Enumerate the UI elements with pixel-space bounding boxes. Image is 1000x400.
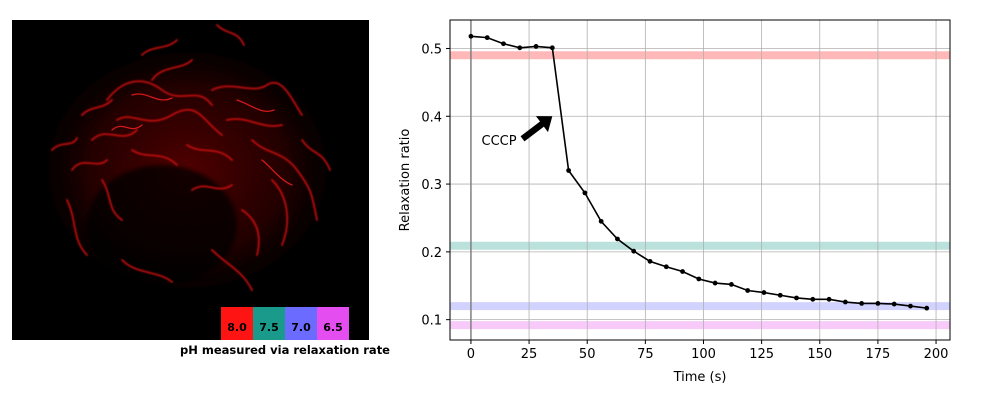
annotation-label: CCCP bbox=[482, 134, 517, 149]
x-tick-label: 200 bbox=[924, 347, 949, 362]
x-tick-label: 100 bbox=[691, 347, 716, 362]
plot-frame bbox=[449, 19, 951, 341]
ph-legend-swatch-6-5: 6.5 bbox=[317, 307, 349, 340]
data-series bbox=[468, 33, 930, 311]
data-point bbox=[549, 45, 555, 51]
data-point bbox=[468, 33, 474, 39]
x-tick-label: 50 bbox=[579, 347, 596, 362]
ph-legend-swatch-7-0: 7.0 bbox=[285, 307, 317, 340]
y-tick-label: 0.4 bbox=[421, 110, 442, 125]
cccp-annotation: CCCP bbox=[482, 116, 553, 149]
y-tick-label: 0.5 bbox=[421, 42, 442, 57]
ph-legend-swatch-7-5: 7.5 bbox=[253, 307, 285, 340]
y-tick-label: 0.2 bbox=[421, 246, 442, 261]
data-point bbox=[891, 301, 897, 307]
reference-bands bbox=[450, 51, 950, 330]
microscopy-image: 8.0 7.5 7.0 6.5 bbox=[12, 20, 369, 340]
x-tick-label: 150 bbox=[807, 347, 832, 362]
data-point bbox=[859, 300, 865, 306]
data-point bbox=[696, 276, 702, 282]
data-point bbox=[842, 299, 848, 305]
data-point bbox=[598, 218, 604, 224]
data-point bbox=[810, 296, 816, 302]
data-point bbox=[761, 290, 767, 295]
data-point bbox=[631, 248, 637, 254]
x-tick-label: 125 bbox=[749, 347, 774, 362]
mitochondria-fluorescence-image bbox=[22, 24, 352, 310]
data-point bbox=[582, 190, 588, 196]
data-point bbox=[924, 305, 930, 311]
data-point bbox=[484, 35, 490, 41]
data-point bbox=[712, 280, 718, 286]
ph-color-legend: 8.0 7.5 7.0 6.5 bbox=[221, 307, 349, 340]
data-point bbox=[517, 45, 523, 51]
data-point bbox=[794, 295, 799, 301]
ph-legend-swatch-8-0: 8.0 bbox=[221, 307, 253, 340]
data-point bbox=[728, 282, 734, 287]
y-tick-label: 0.3 bbox=[421, 178, 442, 193]
x-tick-label: 175 bbox=[865, 347, 890, 362]
data-point bbox=[777, 292, 783, 298]
data-point bbox=[647, 258, 653, 264]
data-point bbox=[745, 288, 751, 293]
x-tick-label: 0 bbox=[467, 347, 475, 362]
data-point bbox=[615, 236, 620, 242]
data-point bbox=[501, 41, 506, 47]
image-caption: pH measured via relaxation rate bbox=[180, 343, 390, 357]
data-point bbox=[566, 168, 572, 173]
series-line-0 bbox=[470, 35, 927, 309]
data-point bbox=[826, 296, 832, 302]
data-point bbox=[533, 44, 539, 49]
axes bbox=[449, 19, 951, 341]
x-axis-label: Time (s) bbox=[673, 370, 727, 385]
data-point bbox=[875, 300, 881, 306]
annotation-arrow bbox=[520, 116, 553, 142]
y-tick-label: 0.1 bbox=[421, 314, 442, 329]
y-axis-label: Relaxation ratio bbox=[398, 129, 413, 232]
grid-lines bbox=[450, 20, 950, 340]
data-point bbox=[908, 303, 913, 309]
tick-labels: 0 25 50 75 100 125 150 175 200 0.1 0.2 0.3 0.4 0.5 bbox=[421, 42, 948, 362]
data-point bbox=[663, 264, 669, 270]
data-point bbox=[680, 269, 685, 274]
x-tick-label: 25 bbox=[521, 347, 538, 362]
x-tick-label: 75 bbox=[637, 347, 654, 362]
